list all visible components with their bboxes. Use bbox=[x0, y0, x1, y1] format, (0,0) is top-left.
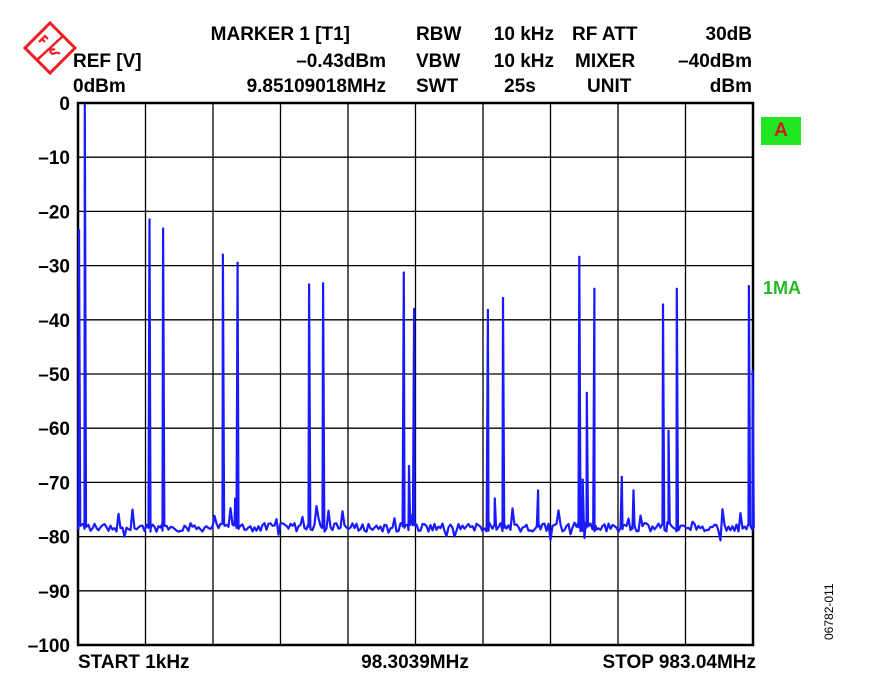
spectrum-peak bbox=[83, 104, 86, 107]
marker-frequency: 9.85109018MHz bbox=[246, 76, 386, 97]
spectrum-peak bbox=[620, 475, 624, 479]
spectrum-peak bbox=[161, 227, 165, 230]
rbw-value: 10 kHz bbox=[493, 24, 554, 45]
spectrum-peak bbox=[632, 489, 635, 492]
y-tick-label: –90 bbox=[38, 582, 70, 603]
marker-mode-label: 1MA bbox=[763, 278, 802, 298]
spectrum-peak bbox=[148, 218, 151, 221]
spectrum-peak bbox=[307, 283, 311, 286]
marker-level: –0.43dBm bbox=[296, 51, 386, 72]
spectrum-peak bbox=[581, 478, 584, 481]
y-tick-label: –20 bbox=[38, 202, 70, 223]
figure-id: 06782-011 bbox=[822, 583, 836, 641]
spectrum-peak bbox=[412, 307, 416, 311]
vbw-value: 10 kHz bbox=[493, 51, 554, 72]
y-tick-label: –30 bbox=[38, 257, 70, 278]
ref-label: REF [V] bbox=[73, 51, 142, 72]
spectrum-peak bbox=[402, 271, 406, 274]
mixer-label: MIXER bbox=[575, 51, 636, 72]
y-tick-label: –100 bbox=[28, 636, 70, 657]
start-frequency: START 1kHz bbox=[78, 652, 190, 673]
vbw-label: VBW bbox=[416, 51, 461, 72]
y-tick-labels: 0 –10 –20 –30 –40 –50 –60 –70 –80 –90 –100 bbox=[28, 94, 70, 657]
swt-label: SWT bbox=[416, 76, 459, 97]
spectrum-trace bbox=[76, 104, 755, 542]
spectrum-peak bbox=[407, 464, 411, 468]
spectrum-peak bbox=[236, 261, 239, 265]
ref-value: 0dBm bbox=[73, 76, 126, 97]
rf-att-label: RF ATT bbox=[572, 24, 638, 45]
y-tick-label: –10 bbox=[38, 148, 70, 169]
spectrum-peak bbox=[234, 497, 237, 500]
spectrum-peak bbox=[321, 282, 325, 285]
spectrum-peak bbox=[593, 287, 596, 291]
spectrum-peak bbox=[536, 489, 540, 492]
unit-value: dBm bbox=[709, 76, 752, 97]
spectrum-peak bbox=[747, 284, 751, 288]
y-tick-label: –50 bbox=[38, 365, 70, 386]
y-tick-label: –70 bbox=[38, 473, 70, 494]
trace-layer bbox=[76, 104, 755, 542]
plot-grid bbox=[76, 101, 755, 647]
y-tick-label: 0 bbox=[59, 94, 70, 115]
center-frequency: 98.3039MHz bbox=[361, 652, 469, 673]
stop-frequency: STOP 983.04MHz bbox=[602, 652, 756, 673]
mixer-value: –40dBm bbox=[678, 51, 752, 72]
rbw-label: RBW bbox=[416, 24, 462, 45]
spectrum-peak bbox=[486, 308, 490, 312]
spectrum-peak bbox=[501, 296, 505, 300]
y-tick-label: –80 bbox=[38, 528, 70, 549]
unit-label: UNIT bbox=[587, 76, 632, 97]
spectrum-peak bbox=[751, 370, 754, 373]
spectrum-peak bbox=[77, 229, 81, 232]
spectrum-peak bbox=[493, 497, 496, 500]
spectrum-peak bbox=[221, 253, 225, 256]
rs-logo-icon bbox=[22, 20, 78, 76]
spectrum-peak bbox=[667, 429, 670, 433]
trace-indicator-badge: A bbox=[761, 117, 801, 145]
marker-label: MARKER 1 [T1] bbox=[210, 24, 350, 45]
rf-att-value: 30dB bbox=[705, 24, 752, 45]
y-tick-label: –60 bbox=[38, 419, 70, 440]
swt-value: 25s bbox=[504, 76, 536, 97]
spectrum-peak bbox=[578, 255, 581, 259]
spectrum-peak bbox=[661, 303, 665, 306]
spectrum-peak bbox=[675, 287, 678, 291]
y-tick-label: –40 bbox=[38, 311, 70, 332]
spectrum-peak bbox=[585, 391, 589, 395]
